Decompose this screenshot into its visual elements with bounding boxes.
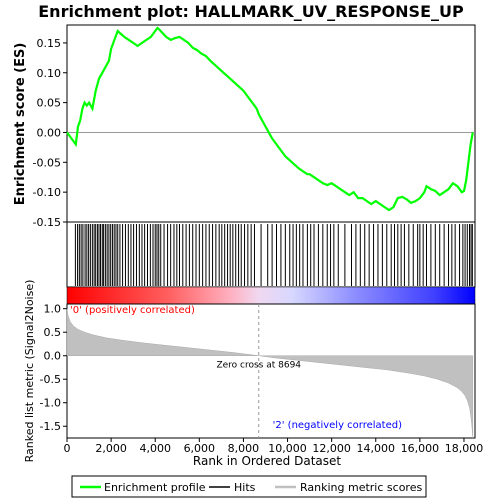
metric-panel-frame xyxy=(66,303,476,439)
x-tick-label: 10,000 xyxy=(268,442,307,455)
x-tick-label: 16,000 xyxy=(401,442,440,455)
metric-y-tick-label: -1.0 xyxy=(40,397,61,410)
ranked-metric-area xyxy=(66,308,474,439)
es-y-tick-label: 0.05 xyxy=(37,97,62,110)
es-panel-frame xyxy=(66,24,476,223)
legend: Enrichment profile Hits Ranking metric s… xyxy=(71,475,427,498)
es-y-tick-label: 0.10 xyxy=(37,67,62,80)
es-y-tick-label: 0.15 xyxy=(37,37,62,50)
metric-y-tick-label: 1.0 xyxy=(44,303,62,316)
hit-lines xyxy=(74,224,473,286)
es-y-tick-label: -0.05 xyxy=(33,156,61,169)
es-y-tick-label: -0.10 xyxy=(33,186,61,199)
metric-y-tick-label: 0.0 xyxy=(44,350,62,363)
es-y-axis-label: Enrichment score (ES) xyxy=(13,43,28,206)
metric-y-tick-label: -1.5 xyxy=(40,420,61,433)
enrichment-profile-line xyxy=(66,26,474,212)
color-bar-strip xyxy=(66,286,476,305)
metric-y-tick-label: -0.5 xyxy=(40,373,61,386)
x-tick-label: 0 xyxy=(64,442,71,455)
enrichment-score-panel: -0.15 -0.10 -0.05 0.00 0.05 0.10 0.15 Enrichme… xyxy=(13,24,476,229)
hits-panel-frame xyxy=(66,221,476,288)
metric-y-axis-label: Ranked list metric (Signal2Noise) xyxy=(23,280,36,463)
metric-y-tick-label: 0.5 xyxy=(44,326,62,339)
x-tick-label: 2,000 xyxy=(95,442,127,455)
x-tick-label: 8,000 xyxy=(228,442,260,455)
es-y-tick-label: 0.00 xyxy=(37,126,62,139)
x-axis-label: Rank in Ordered Dataset xyxy=(193,454,341,468)
zero-cross-label: Zero cross at 8694 xyxy=(216,361,301,371)
x-tick-label: 12,000 xyxy=(312,442,351,455)
x-tick-label: 4,000 xyxy=(139,442,171,455)
positive-correlation-label: '0' (positively correlated) xyxy=(70,305,195,316)
legend-label-hits: Hits xyxy=(234,481,256,494)
es-y-tick-label: -0.15 xyxy=(33,216,61,229)
x-tick-label: 18,000 xyxy=(445,442,484,455)
x-axis: 0 2,000 4,000 6,000 8,000 10,000 12,000 14,000 1… xyxy=(64,438,484,455)
legend-label-ranking-metric: Ranking metric scores xyxy=(300,481,422,494)
metric-y-axis: -1.5 -1.0 -0.5 0.0 0.5 1.0 xyxy=(40,303,67,433)
negative-correlation-label: '2' (negatively correlated) xyxy=(273,420,402,431)
x-tick-label: 14,000 xyxy=(357,442,396,455)
x-tick-label: 6,000 xyxy=(184,442,216,455)
ranking-color-bar xyxy=(66,286,476,305)
es-y-axis: -0.15 -0.10 -0.05 0.00 0.05 0.10 0.15 xyxy=(33,37,67,229)
legend-label-enrichment-profile: Enrichment profile xyxy=(104,481,206,494)
legend-box xyxy=(71,475,427,498)
chart-title: Enrichment plot: HALLMARK_UV_RESPONSE_UP xyxy=(38,2,464,21)
hits-panel xyxy=(66,221,476,288)
ranked-metric-panel: -1.5 -1.0 -0.5 0.0 0.5 1.0 Zero cross at 8694… xyxy=(23,280,476,463)
